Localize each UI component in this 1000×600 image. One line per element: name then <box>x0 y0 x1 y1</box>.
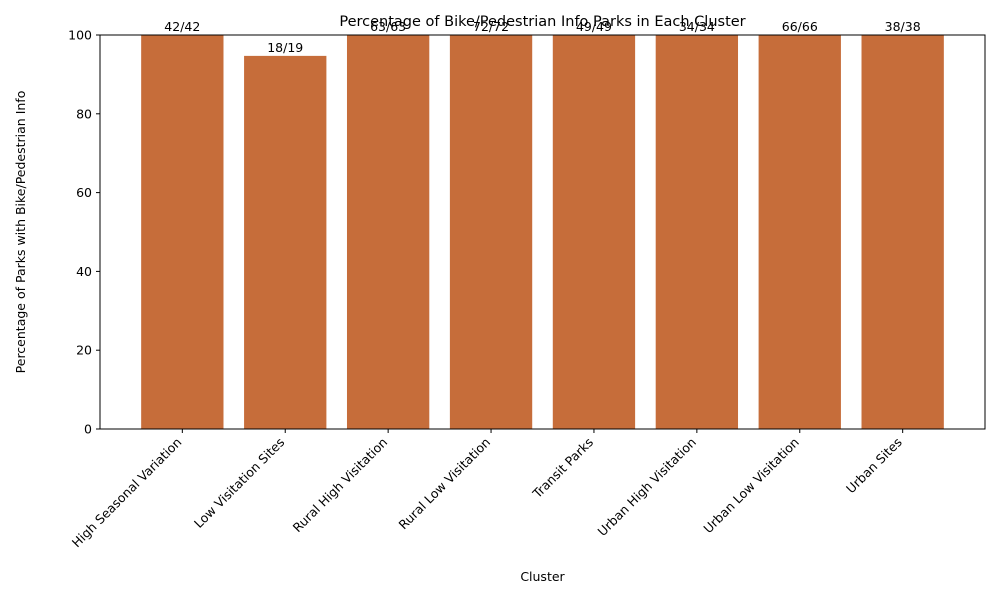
x-axis-label: Cluster <box>520 569 565 584</box>
plot-frame <box>99 34 986 430</box>
x-tick-label-6: Urban Low Visitation <box>700 435 802 537</box>
bar-4 <box>552 35 636 429</box>
y-tick-label-4: 80 <box>76 106 92 121</box>
chart-title: Percentage of Bike/Pedestrian Info Parks… <box>339 14 745 30</box>
y-tick-label-2: 40 <box>76 264 92 279</box>
bar-6 <box>758 35 841 429</box>
x-tick-label-2: Rural High Visitation <box>290 435 391 536</box>
x-tick-label-4: Transit Parks <box>529 435 596 502</box>
bar-label-6: 66/66 <box>782 19 818 34</box>
x-tick-label-1: Low Visitation Sites <box>191 435 287 531</box>
x-tick-label-0: High Seasonal Variation <box>69 435 185 551</box>
x-tick-label-7: Urban Sites <box>843 435 905 497</box>
bar-label-5: 34/34 <box>679 19 715 34</box>
bar-1 <box>244 55 327 430</box>
x-axis: High Seasonal Variation Low Visitation Si… <box>69 429 905 550</box>
bar-3 <box>449 35 533 429</box>
bar-label-1: 18/19 <box>267 40 303 55</box>
y-axis: 0 20 40 60 80 100 <box>68 28 100 437</box>
bar-label-4: 49/49 <box>576 19 612 34</box>
bar-label-0: 42/42 <box>164 19 200 34</box>
bar-label-3: 72/72 <box>473 19 509 34</box>
y-tick-label-1: 20 <box>76 343 92 358</box>
bar-0 <box>141 35 224 429</box>
x-tick-label-3: Rural Low Visitation <box>395 435 493 533</box>
y-tick-label-3: 60 <box>76 185 92 200</box>
y-tick-label-0: 0 <box>84 422 92 437</box>
bar-labels-group: 42/42 18/19 63/63 72/72 49/49 34/34 66/66 38/38 <box>164 19 920 55</box>
bar-label-7: 38/38 <box>885 19 921 34</box>
bars-group <box>141 35 944 430</box>
bar-label-2: 63/63 <box>370 19 406 34</box>
x-tick-label-5: Urban High Visitation <box>595 435 699 539</box>
bar-5 <box>655 35 739 429</box>
bar-2 <box>346 35 430 429</box>
y-axis-label: Percentage of Parks with Bike/Pedestrian… <box>13 91 28 374</box>
y-tick-label-5: 100 <box>68 28 92 43</box>
bar-7 <box>861 35 944 429</box>
